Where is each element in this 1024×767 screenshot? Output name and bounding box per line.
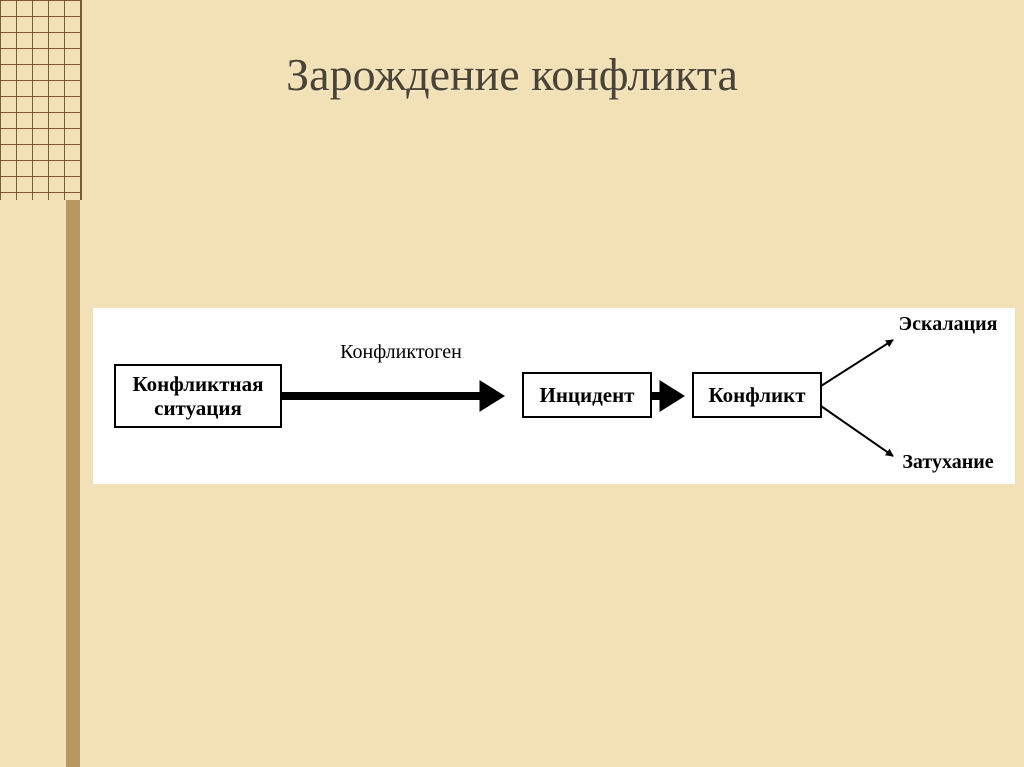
left-decoration [0, 0, 80, 767]
edge-conflict-escalation [821, 340, 893, 386]
edge-label-conflictogen: Конфликтоген [340, 341, 462, 363]
edge-conflict-fading [821, 406, 893, 456]
node-conflict-label: Конфликт [708, 383, 806, 407]
branch-label-escalation: Эскалация [899, 313, 998, 335]
slide-title: Зарождение конфликта [0, 48, 1024, 101]
node-situation-label-1: Конфликтная [132, 372, 263, 396]
vertical-strip [66, 200, 80, 767]
node-situation-label-2: ситуация [154, 396, 242, 420]
slide: Зарождение конфликта Конфликтная ситуаци… [0, 0, 1024, 767]
branch-label-fading: Затухание [902, 451, 993, 473]
conflict-flowchart: Конфликтная ситуация Инцидент Конфликт К… [93, 308, 1015, 484]
node-incident-label: Инцидент [540, 383, 636, 407]
